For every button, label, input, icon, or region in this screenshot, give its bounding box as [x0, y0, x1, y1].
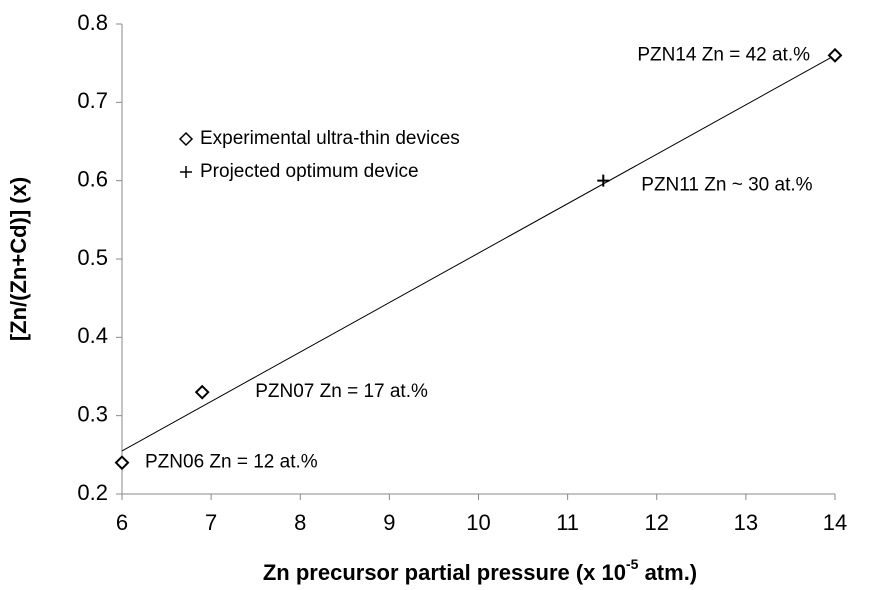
point-label: PZN06 Zn = 12 at.%: [145, 452, 318, 473]
y-tick-label: 0.3: [77, 401, 108, 426]
x-tick-label: 8: [294, 510, 306, 535]
y-tick-label: 0.2: [77, 480, 108, 505]
trend-line: [121, 54, 836, 452]
y-tick-label: 0.5: [77, 245, 108, 270]
x-tick-label: 13: [734, 510, 758, 535]
diamond-marker: [194, 384, 210, 400]
x-tick-label: 7: [205, 510, 217, 535]
x-tick-label: 10: [466, 510, 490, 535]
y-tick-label: 0.8: [77, 10, 108, 35]
legend-label: Experimental ultra-thin devices: [200, 128, 460, 149]
x-axis-label: Zn precursor partial pressure (x 10-5 at…: [263, 556, 697, 585]
plus-marker: [597, 174, 610, 187]
x-label-sup: -5: [626, 556, 639, 572]
diamond-marker: [178, 131, 194, 147]
y-tick-label: 0.4: [77, 323, 108, 348]
legend-label: Projected optimum device: [200, 161, 419, 182]
y-tick-label: 0.7: [77, 88, 108, 113]
diamond-marker: [114, 455, 130, 471]
x-label-main: Zn precursor partial pressure (x 10: [263, 560, 626, 585]
x-tick-label: 11: [556, 510, 579, 535]
x-tick-label: 14: [823, 510, 847, 535]
y-axis-label: [Zn/(Zn+Cd)] (x): [6, 177, 31, 341]
point-label: PZN14 Zn = 42 at.%: [637, 44, 810, 65]
x-label-end: atm.): [638, 560, 697, 585]
y-tick-label: 0.6: [77, 166, 108, 191]
point-label: PZN07 Zn = 17 at.%: [255, 381, 428, 402]
diamond-marker: [827, 47, 843, 63]
x-tick-label: 9: [383, 510, 395, 535]
x-tick-label: 12: [645, 510, 669, 535]
point-label: PZN11 Zn ~ 30 at.%: [641, 175, 812, 196]
plus-marker: [180, 166, 192, 178]
x-tick-label: 6: [116, 510, 128, 535]
